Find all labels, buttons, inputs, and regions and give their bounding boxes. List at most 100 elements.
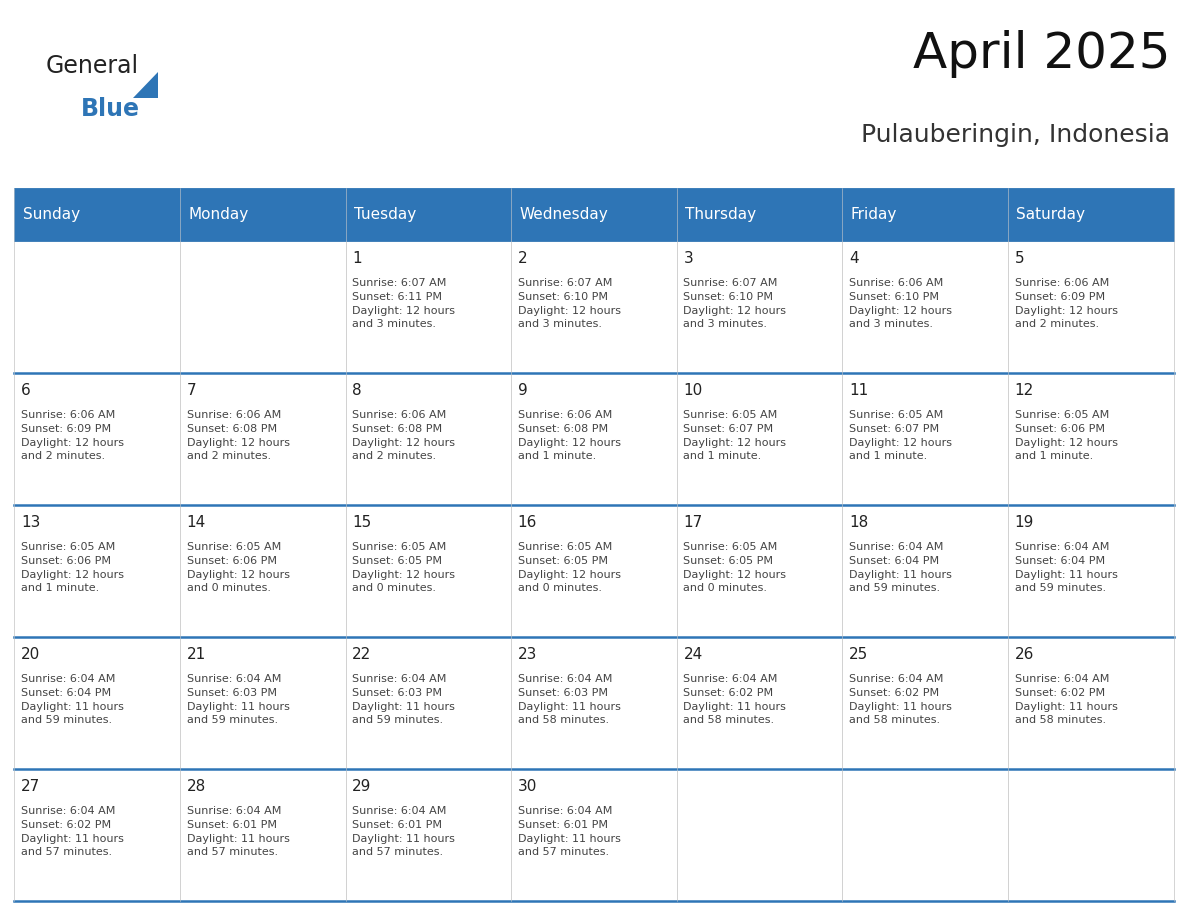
Text: Sunrise: 6:04 AM
Sunset: 6:04 PM
Daylight: 11 hours
and 59 minutes.: Sunrise: 6:04 AM Sunset: 6:04 PM Dayligh… (849, 543, 952, 593)
Bar (179, 506, 346, 637)
Text: Sunrise: 6:05 AM
Sunset: 6:07 PM
Daylight: 12 hours
and 1 minute.: Sunrise: 6:05 AM Sunset: 6:07 PM Dayligh… (849, 410, 952, 461)
Bar (511, 769, 677, 901)
Text: Sunrise: 6:07 AM
Sunset: 6:11 PM
Daylight: 12 hours
and 3 minutes.: Sunrise: 6:07 AM Sunset: 6:11 PM Dayligh… (352, 278, 455, 330)
Bar (346, 769, 511, 901)
Text: Sunrise: 6:05 AM
Sunset: 6:05 PM
Daylight: 12 hours
and 0 minutes.: Sunrise: 6:05 AM Sunset: 6:05 PM Dayligh… (683, 543, 786, 593)
Bar (346, 374, 511, 506)
Text: 1: 1 (352, 251, 362, 265)
Bar (14, 374, 179, 506)
Bar (1009, 374, 1174, 506)
Text: 12: 12 (1015, 383, 1034, 397)
Bar (179, 637, 346, 769)
Text: Sunrise: 6:05 AM
Sunset: 6:05 PM
Daylight: 12 hours
and 0 minutes.: Sunrise: 6:05 AM Sunset: 6:05 PM Dayligh… (352, 543, 455, 593)
Bar (14, 241, 179, 374)
Text: Sunrise: 6:04 AM
Sunset: 6:04 PM
Daylight: 11 hours
and 59 minutes.: Sunrise: 6:04 AM Sunset: 6:04 PM Dayligh… (21, 675, 124, 725)
Bar (677, 637, 842, 769)
Text: Sunrise: 6:04 AM
Sunset: 6:02 PM
Daylight: 11 hours
and 58 minutes.: Sunrise: 6:04 AM Sunset: 6:02 PM Dayligh… (849, 675, 952, 725)
Text: 5: 5 (1015, 251, 1024, 265)
Text: Sunrise: 6:06 AM
Sunset: 6:08 PM
Daylight: 12 hours
and 1 minute.: Sunrise: 6:06 AM Sunset: 6:08 PM Dayligh… (518, 410, 621, 461)
Polygon shape (133, 72, 158, 98)
Text: Sunrise: 6:05 AM
Sunset: 6:06 PM
Daylight: 12 hours
and 1 minute.: Sunrise: 6:05 AM Sunset: 6:06 PM Dayligh… (21, 543, 124, 593)
Text: 14: 14 (187, 515, 206, 530)
Text: Sunrise: 6:07 AM
Sunset: 6:10 PM
Daylight: 12 hours
and 3 minutes.: Sunrise: 6:07 AM Sunset: 6:10 PM Dayligh… (518, 278, 621, 330)
Text: 4: 4 (849, 251, 859, 265)
Text: 13: 13 (21, 515, 40, 530)
Bar (677, 188, 842, 241)
Text: 7: 7 (187, 383, 196, 397)
Text: 24: 24 (683, 646, 702, 662)
Bar (179, 188, 346, 241)
Text: 2: 2 (518, 251, 527, 265)
Text: Sunrise: 6:04 AM
Sunset: 6:03 PM
Daylight: 11 hours
and 59 minutes.: Sunrise: 6:04 AM Sunset: 6:03 PM Dayligh… (187, 675, 290, 725)
Text: 30: 30 (518, 778, 537, 794)
Text: 11: 11 (849, 383, 868, 397)
Text: 23: 23 (518, 646, 537, 662)
Bar (346, 637, 511, 769)
Text: Sunrise: 6:04 AM
Sunset: 6:01 PM
Daylight: 11 hours
and 57 minutes.: Sunrise: 6:04 AM Sunset: 6:01 PM Dayligh… (187, 806, 290, 857)
Bar (511, 506, 677, 637)
Text: 19: 19 (1015, 515, 1034, 530)
Text: Sunrise: 6:06 AM
Sunset: 6:09 PM
Daylight: 12 hours
and 2 minutes.: Sunrise: 6:06 AM Sunset: 6:09 PM Dayligh… (21, 410, 124, 461)
Text: 18: 18 (849, 515, 868, 530)
Bar (677, 241, 842, 374)
Bar (511, 374, 677, 506)
Text: 26: 26 (1015, 646, 1034, 662)
Text: 22: 22 (352, 646, 372, 662)
Text: 3: 3 (683, 251, 693, 265)
Bar (179, 769, 346, 901)
Text: Sunrise: 6:04 AM
Sunset: 6:04 PM
Daylight: 11 hours
and 59 minutes.: Sunrise: 6:04 AM Sunset: 6:04 PM Dayligh… (1015, 543, 1118, 593)
Bar (511, 241, 677, 374)
Bar (842, 769, 1009, 901)
Bar (842, 637, 1009, 769)
Bar (677, 769, 842, 901)
Text: 17: 17 (683, 515, 702, 530)
Bar (179, 241, 346, 374)
Text: Sunrise: 6:04 AM
Sunset: 6:01 PM
Daylight: 11 hours
and 57 minutes.: Sunrise: 6:04 AM Sunset: 6:01 PM Dayligh… (518, 806, 620, 857)
Text: 29: 29 (352, 778, 372, 794)
Text: Sunrise: 6:04 AM
Sunset: 6:02 PM
Daylight: 11 hours
and 57 minutes.: Sunrise: 6:04 AM Sunset: 6:02 PM Dayligh… (21, 806, 124, 857)
Bar (346, 241, 511, 374)
Bar (14, 769, 179, 901)
Bar (346, 188, 511, 241)
Bar (677, 374, 842, 506)
Text: Monday: Monday (188, 207, 248, 222)
Text: Sunrise: 6:06 AM
Sunset: 6:10 PM
Daylight: 12 hours
and 3 minutes.: Sunrise: 6:06 AM Sunset: 6:10 PM Dayligh… (849, 278, 952, 330)
Text: 9: 9 (518, 383, 527, 397)
Text: Sunrise: 6:07 AM
Sunset: 6:10 PM
Daylight: 12 hours
and 3 minutes.: Sunrise: 6:07 AM Sunset: 6:10 PM Dayligh… (683, 278, 786, 330)
Text: Wednesday: Wednesday (519, 207, 608, 222)
Text: Sunrise: 6:04 AM
Sunset: 6:03 PM
Daylight: 11 hours
and 59 minutes.: Sunrise: 6:04 AM Sunset: 6:03 PM Dayligh… (352, 675, 455, 725)
Text: 16: 16 (518, 515, 537, 530)
Text: Sunrise: 6:05 AM
Sunset: 6:06 PM
Daylight: 12 hours
and 1 minute.: Sunrise: 6:05 AM Sunset: 6:06 PM Dayligh… (1015, 410, 1118, 461)
Bar (842, 506, 1009, 637)
Bar (1009, 637, 1174, 769)
Bar (346, 506, 511, 637)
Text: Sunrise: 6:04 AM
Sunset: 6:02 PM
Daylight: 11 hours
and 58 minutes.: Sunrise: 6:04 AM Sunset: 6:02 PM Dayligh… (1015, 675, 1118, 725)
Bar (1009, 506, 1174, 637)
Text: 25: 25 (849, 646, 868, 662)
Text: Sunrise: 6:04 AM
Sunset: 6:01 PM
Daylight: 11 hours
and 57 minutes.: Sunrise: 6:04 AM Sunset: 6:01 PM Dayligh… (352, 806, 455, 857)
Bar (14, 637, 179, 769)
Text: 8: 8 (352, 383, 362, 397)
Text: 20: 20 (21, 646, 40, 662)
Text: Sunrise: 6:05 AM
Sunset: 6:06 PM
Daylight: 12 hours
and 0 minutes.: Sunrise: 6:05 AM Sunset: 6:06 PM Dayligh… (187, 543, 290, 593)
Bar (842, 241, 1009, 374)
Bar (14, 506, 179, 637)
Bar (1009, 188, 1174, 241)
Bar (842, 188, 1009, 241)
Text: Sunday: Sunday (23, 207, 80, 222)
Text: Tuesday: Tuesday (354, 207, 416, 222)
Bar (511, 188, 677, 241)
Text: 10: 10 (683, 383, 702, 397)
Text: 21: 21 (187, 646, 206, 662)
Text: Sunrise: 6:05 AM
Sunset: 6:07 PM
Daylight: 12 hours
and 1 minute.: Sunrise: 6:05 AM Sunset: 6:07 PM Dayligh… (683, 410, 786, 461)
Text: 27: 27 (21, 778, 40, 794)
Text: Sunrise: 6:05 AM
Sunset: 6:05 PM
Daylight: 12 hours
and 0 minutes.: Sunrise: 6:05 AM Sunset: 6:05 PM Dayligh… (518, 543, 621, 593)
Text: Sunrise: 6:06 AM
Sunset: 6:09 PM
Daylight: 12 hours
and 2 minutes.: Sunrise: 6:06 AM Sunset: 6:09 PM Dayligh… (1015, 278, 1118, 330)
Bar (179, 374, 346, 506)
Text: 6: 6 (21, 383, 31, 397)
Text: Sunrise: 6:04 AM
Sunset: 6:03 PM
Daylight: 11 hours
and 58 minutes.: Sunrise: 6:04 AM Sunset: 6:03 PM Dayligh… (518, 675, 620, 725)
Text: Sunrise: 6:04 AM
Sunset: 6:02 PM
Daylight: 11 hours
and 58 minutes.: Sunrise: 6:04 AM Sunset: 6:02 PM Dayligh… (683, 675, 786, 725)
Text: 28: 28 (187, 778, 206, 794)
Bar (511, 637, 677, 769)
Text: Saturday: Saturday (1017, 207, 1086, 222)
